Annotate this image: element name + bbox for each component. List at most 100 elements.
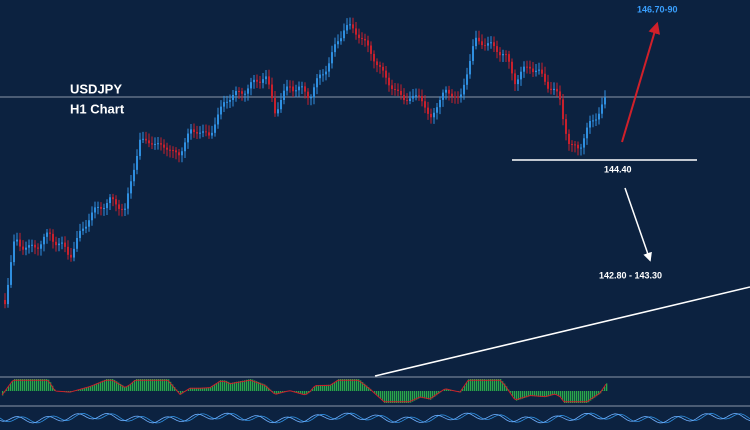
histogram-bar [584, 391, 586, 403]
histogram-bar [42, 379, 44, 391]
histogram-bar [276, 391, 278, 395]
histogram-bar [246, 379, 248, 391]
candle [292, 86, 294, 92]
histogram-bar [432, 391, 434, 399]
candle [154, 143, 156, 145]
candle [352, 24, 354, 29]
candle [589, 120, 591, 128]
candle [397, 89, 399, 91]
histogram-bar [548, 391, 550, 397]
histogram-bar [512, 391, 514, 397]
histogram-bar [572, 391, 574, 403]
candle [7, 284, 9, 305]
histogram-bar [48, 379, 50, 391]
candle [574, 144, 576, 146]
candle [565, 119, 567, 134]
candle [346, 25, 348, 31]
histogram-bar [554, 391, 556, 395]
histogram-bar [334, 381, 336, 391]
histogram-bar [268, 387, 270, 391]
histogram-bar [8, 386, 10, 391]
histogram-bar [240, 381, 242, 391]
histogram-bar [312, 389, 314, 391]
histogram-bar [412, 391, 414, 402]
histogram-bar [384, 391, 386, 403]
candle [463, 84, 465, 95]
histogram-bar [320, 384, 322, 391]
candle [478, 37, 480, 42]
histogram-bar [102, 380, 104, 391]
histogram-bar [348, 379, 350, 391]
candle [181, 151, 183, 156]
histogram-bar [164, 379, 166, 391]
candle [601, 104, 603, 114]
histogram-bar [588, 391, 590, 403]
histogram-bar [86, 387, 88, 391]
histogram-bar [476, 379, 478, 391]
histogram-bar [522, 391, 524, 399]
candle [544, 73, 546, 82]
candle [76, 238, 78, 249]
candle [388, 77, 390, 86]
candle [475, 37, 477, 47]
histogram-bar [154, 379, 156, 391]
candle [490, 42, 492, 44]
histogram-bar [504, 383, 506, 391]
candle [97, 206, 99, 208]
candle [376, 61, 378, 66]
histogram-bar [352, 379, 354, 391]
histogram-bar [132, 381, 134, 391]
candle [547, 81, 549, 89]
candle [82, 228, 84, 231]
histogram-bar [138, 379, 140, 391]
candle [553, 88, 555, 91]
histogram-bar [604, 386, 606, 391]
candle [505, 54, 507, 56]
histogram-bar [204, 387, 206, 391]
histogram-bar [486, 379, 488, 391]
candle [418, 95, 420, 97]
histogram-bar [6, 389, 8, 391]
candle [487, 43, 489, 46]
candle [10, 262, 12, 285]
histogram-bar [502, 381, 504, 391]
candle [307, 91, 309, 98]
histogram-bar [590, 391, 592, 401]
candle [559, 91, 561, 100]
candle [331, 52, 333, 64]
histogram-bar [210, 387, 212, 391]
candle [139, 139, 141, 156]
histogram-bar [474, 379, 476, 391]
histogram-bar [218, 381, 220, 391]
candle [499, 52, 501, 56]
candle [244, 93, 246, 95]
candle [424, 101, 426, 108]
histogram-bar [116, 381, 118, 391]
histogram-bar [578, 391, 580, 403]
histogram-bar [488, 379, 490, 391]
histogram-bar [414, 391, 416, 401]
histogram-bar [520, 391, 522, 400]
histogram-bar [46, 379, 48, 391]
histogram-bar [250, 379, 252, 391]
histogram-bar [28, 379, 30, 391]
histogram-bar [422, 391, 424, 399]
candle [118, 204, 120, 209]
histogram-bar [172, 384, 174, 391]
candle [358, 34, 360, 38]
histogram-bar [392, 391, 394, 403]
histogram-bar [498, 379, 500, 391]
histogram-bar [530, 391, 532, 396]
histogram-bar [300, 391, 302, 394]
candle [199, 132, 201, 134]
histogram-bar [464, 385, 466, 391]
candle [214, 124, 216, 133]
candle [160, 143, 162, 145]
histogram-bar [78, 389, 80, 391]
candle [469, 60, 471, 75]
candle [400, 90, 402, 95]
histogram-bar [260, 382, 262, 391]
histogram-bar [536, 391, 538, 397]
histogram-bar [24, 379, 26, 391]
